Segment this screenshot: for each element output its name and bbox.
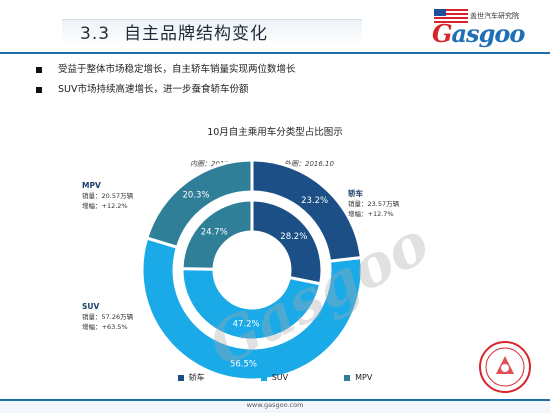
legend-item: 轿车 xyxy=(177,372,205,383)
annotation-suv: SUV 销量：57.26万辆 增幅：+63.5% xyxy=(82,302,133,332)
outer-ring-label-2: 20.3% xyxy=(183,190,210,200)
annotation-car-growth: 增幅：+12.7% xyxy=(348,210,394,218)
brand-logo: Gasgoo xyxy=(432,19,525,48)
outer-ring-slice-1 xyxy=(140,236,364,382)
annotation-mpv-title: MPV xyxy=(82,181,101,190)
annotation-car-sales: 销量：23.57万辆 xyxy=(348,200,400,208)
outer-ring-slice-2 xyxy=(144,158,254,250)
annotation-car-title: 轿车 xyxy=(348,189,363,198)
footer: www.gasgoo.com xyxy=(0,399,550,413)
annotation-mpv: MPV 销量：20.57万辆 增幅：+12.2% xyxy=(82,181,133,211)
flag-icon xyxy=(434,9,468,23)
legend-swatch xyxy=(260,374,267,381)
bullet-item: 受益于整体市场稳定增长，自主轿车销量实现两位数增长 xyxy=(36,60,296,80)
annotation-suv-sales: 销量：57.26万辆 xyxy=(82,313,134,321)
section-number: 3.3 xyxy=(80,24,111,44)
seal-stamp xyxy=(479,341,531,393)
chart-legend: 轿车 SUV MPV xyxy=(0,372,550,383)
footer-url: www.gasgoo.com xyxy=(246,401,304,409)
header-rule xyxy=(0,52,550,54)
inner-ring-slice-1 xyxy=(180,267,323,342)
annotation-suv-growth: 增幅：+63.5% xyxy=(82,323,128,331)
inner-ring-label-0: 28.2% xyxy=(280,232,307,242)
inner-ring-caption: 内圈：2015.10 xyxy=(190,160,240,168)
annotation-car: 轿车 销量：23.57万辆 增幅：+12.7% xyxy=(348,189,399,219)
annotation-mpv-growth: 增幅：+12.2% xyxy=(82,202,128,210)
inner-ring-label-2: 24.7% xyxy=(201,227,228,237)
outer-ring-label-1: 56.5% xyxy=(230,360,257,370)
outer-ring-label-0: 23.2% xyxy=(301,196,328,206)
title-bar xyxy=(62,19,362,48)
section-title: 自主品牌结构变化 xyxy=(124,24,269,44)
legend-item: MPV xyxy=(344,372,372,383)
inner-ring-label-1: 47.2% xyxy=(233,320,260,330)
annotation-suv-title: SUV xyxy=(82,302,100,311)
bullet-icon xyxy=(36,67,42,73)
footer-rule xyxy=(0,399,550,401)
inner-ring-slice-2 xyxy=(180,198,254,271)
brand-name: 盖世汽车研究院 xyxy=(470,12,519,20)
chart-title: 10月自主乘用车分类型占比图示 xyxy=(207,127,343,138)
legend-swatch xyxy=(344,374,351,381)
bullet-item: SUV市场持续高速增长，进一步蚕食轿车份额 xyxy=(36,80,296,100)
outer-ring-caption: 外圈：2016.10 xyxy=(284,160,334,168)
bullet-icon xyxy=(36,87,42,93)
annotation-mpv-sales: 销量：20.57万辆 xyxy=(82,192,134,200)
legend-swatch xyxy=(177,374,184,381)
legend-item: SUV xyxy=(260,372,288,383)
bullet-list: 受益于整体市场稳定增长，自主轿车销量实现两位数增长 SUV市场持续高速增长，进一… xyxy=(36,60,296,100)
header: 3.3 自主品牌结构变化 盖世汽车研究院 Gasgoo xyxy=(0,0,550,50)
page-title: 3.3 自主品牌结构变化 xyxy=(80,19,268,44)
